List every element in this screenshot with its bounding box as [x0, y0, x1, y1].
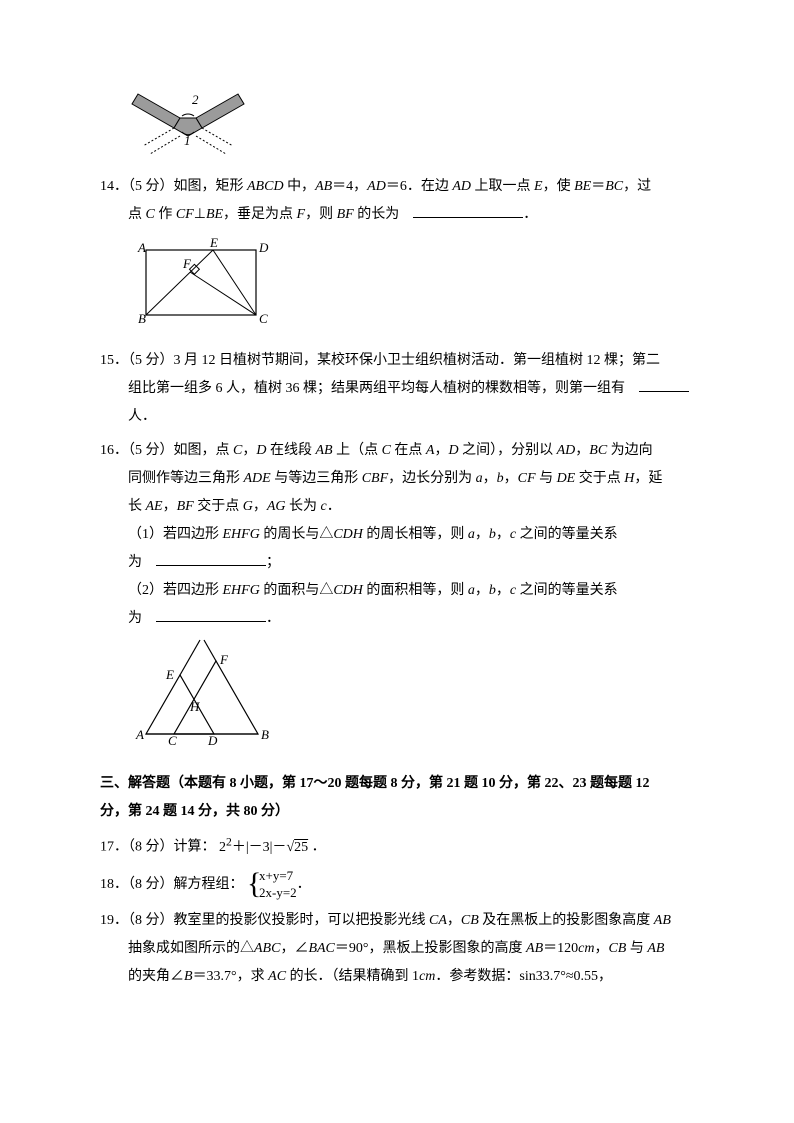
question-19: 19．（8 分）教室里的投影仪投影时，可以把投影光线 CA，CB 及在黑板上的投… [100, 907, 704, 991]
svg-text:H: H [189, 699, 200, 714]
svg-text:B: B [138, 311, 146, 326]
question-17: 17．（8 分）计算： 22＋|－3|－√25 ． [100, 830, 704, 862]
svg-text:A: A [135, 727, 144, 742]
q15-line1: 15．（5 分）3 月 12 日植树节期间，某校环保小卫士组织植树活动．第一组植… [100, 347, 704, 375]
svg-text:D: D [207, 733, 218, 748]
q16-sub2b: 为 ． [100, 605, 704, 633]
q16-blank2[interactable] [156, 607, 266, 622]
q19-line1: 19．（8 分）教室里的投影仪投影时，可以把投影光线 CA，CB 及在黑板上的投… [100, 907, 704, 935]
svg-text:F: F [219, 652, 229, 667]
q16-sub1b: 为 ； [100, 549, 704, 577]
equation-system: x+y=7 2x-y=2 [247, 868, 297, 902]
question-14: 14．（5 分）如图，矩形 ABCD 中，AB＝4，AD＝6．在边 AD 上取一… [100, 173, 704, 229]
q15-line3: 人． [100, 403, 704, 431]
q16-line2: 同侧作等边三角形 ADE 与等边三角形 CBF，边长分别为 a，b，CF 与 D… [100, 465, 704, 493]
q15-line2: 组比第一组多 6 人，植树 36 棵；结果两组平均每人植树的棵数相等，则第一组有 [100, 375, 704, 403]
page-content: 2 1 14．（5 分）如图，矩形 ABCD 中，AB＝4，AD＝6．在边 AD… [0, 0, 794, 1037]
svg-text:F: F [182, 256, 192, 271]
q19-line3: 的夹角∠B＝33.7°，求 AC 的长．（结果精确到 1cm．参考数据：sin3… [100, 963, 704, 991]
angle-2-label: 2 [192, 92, 199, 107]
svg-text:E: E [165, 667, 174, 682]
q19-line2: 抽象成如图所示的△ABC，∠BAC＝90°，黑板上投影图象的高度 AB＝120c… [100, 935, 704, 963]
q14-blank[interactable] [413, 203, 523, 218]
q14-text: 14．（5 分）如图，矩形 ABCD 中，AB＝4，AD＝6．在边 AD 上取一… [100, 179, 651, 194]
q16-line3: 长 AE，BF 交于点 G，AG 长为 c． [100, 493, 704, 521]
figure-13: 2 1 [128, 86, 704, 167]
figure-14: A B C D E F [128, 235, 704, 341]
q14-line2: 点 C 作 CF⊥BE，垂足为点 F，则 BF 的长为 ． [100, 201, 704, 229]
figure-16: A B C D E F G H [128, 639, 704, 760]
question-15: 15．（5 分）3 月 12 日植树节期间，某校环保小卫士组织植树活动．第一组植… [100, 347, 704, 431]
q16-blank1[interactable] [156, 551, 266, 566]
q16-sub2: （2）若四边形 EHFG 的面积与△CDH 的面积相等，则 a，b，c 之间的等… [100, 577, 704, 605]
svg-text:C: C [259, 311, 268, 326]
q16-line1: 16．（5 分）如图，点 C，D 在线段 AB 上（点 C 在点 A，D 之间）… [100, 437, 704, 465]
q16-sub1: （1）若四边形 EHFG 的周长与△CDH 的周长相等，则 a，b，c 之间的等… [100, 521, 704, 549]
svg-text:C: C [168, 733, 177, 748]
svg-text:B: B [261, 727, 269, 742]
question-16: 16．（5 分）如图，点 C，D 在线段 AB 上（点 C 在点 A，D 之间）… [100, 437, 704, 633]
svg-text:A: A [137, 240, 146, 255]
section-3-header: 三、解答题（本题有 8 小题，第 17～20 题每题 8 分，第 21 题 10… [100, 770, 704, 826]
svg-text:D: D [258, 240, 269, 255]
question-18: 18．（8 分）解方程组： x+y=7 2x-y=2 ． [100, 868, 704, 902]
angle-1-label: 1 [184, 133, 191, 148]
svg-text:E: E [209, 235, 218, 250]
svg-text:G: G [198, 639, 208, 642]
q15-blank[interactable] [639, 377, 689, 392]
